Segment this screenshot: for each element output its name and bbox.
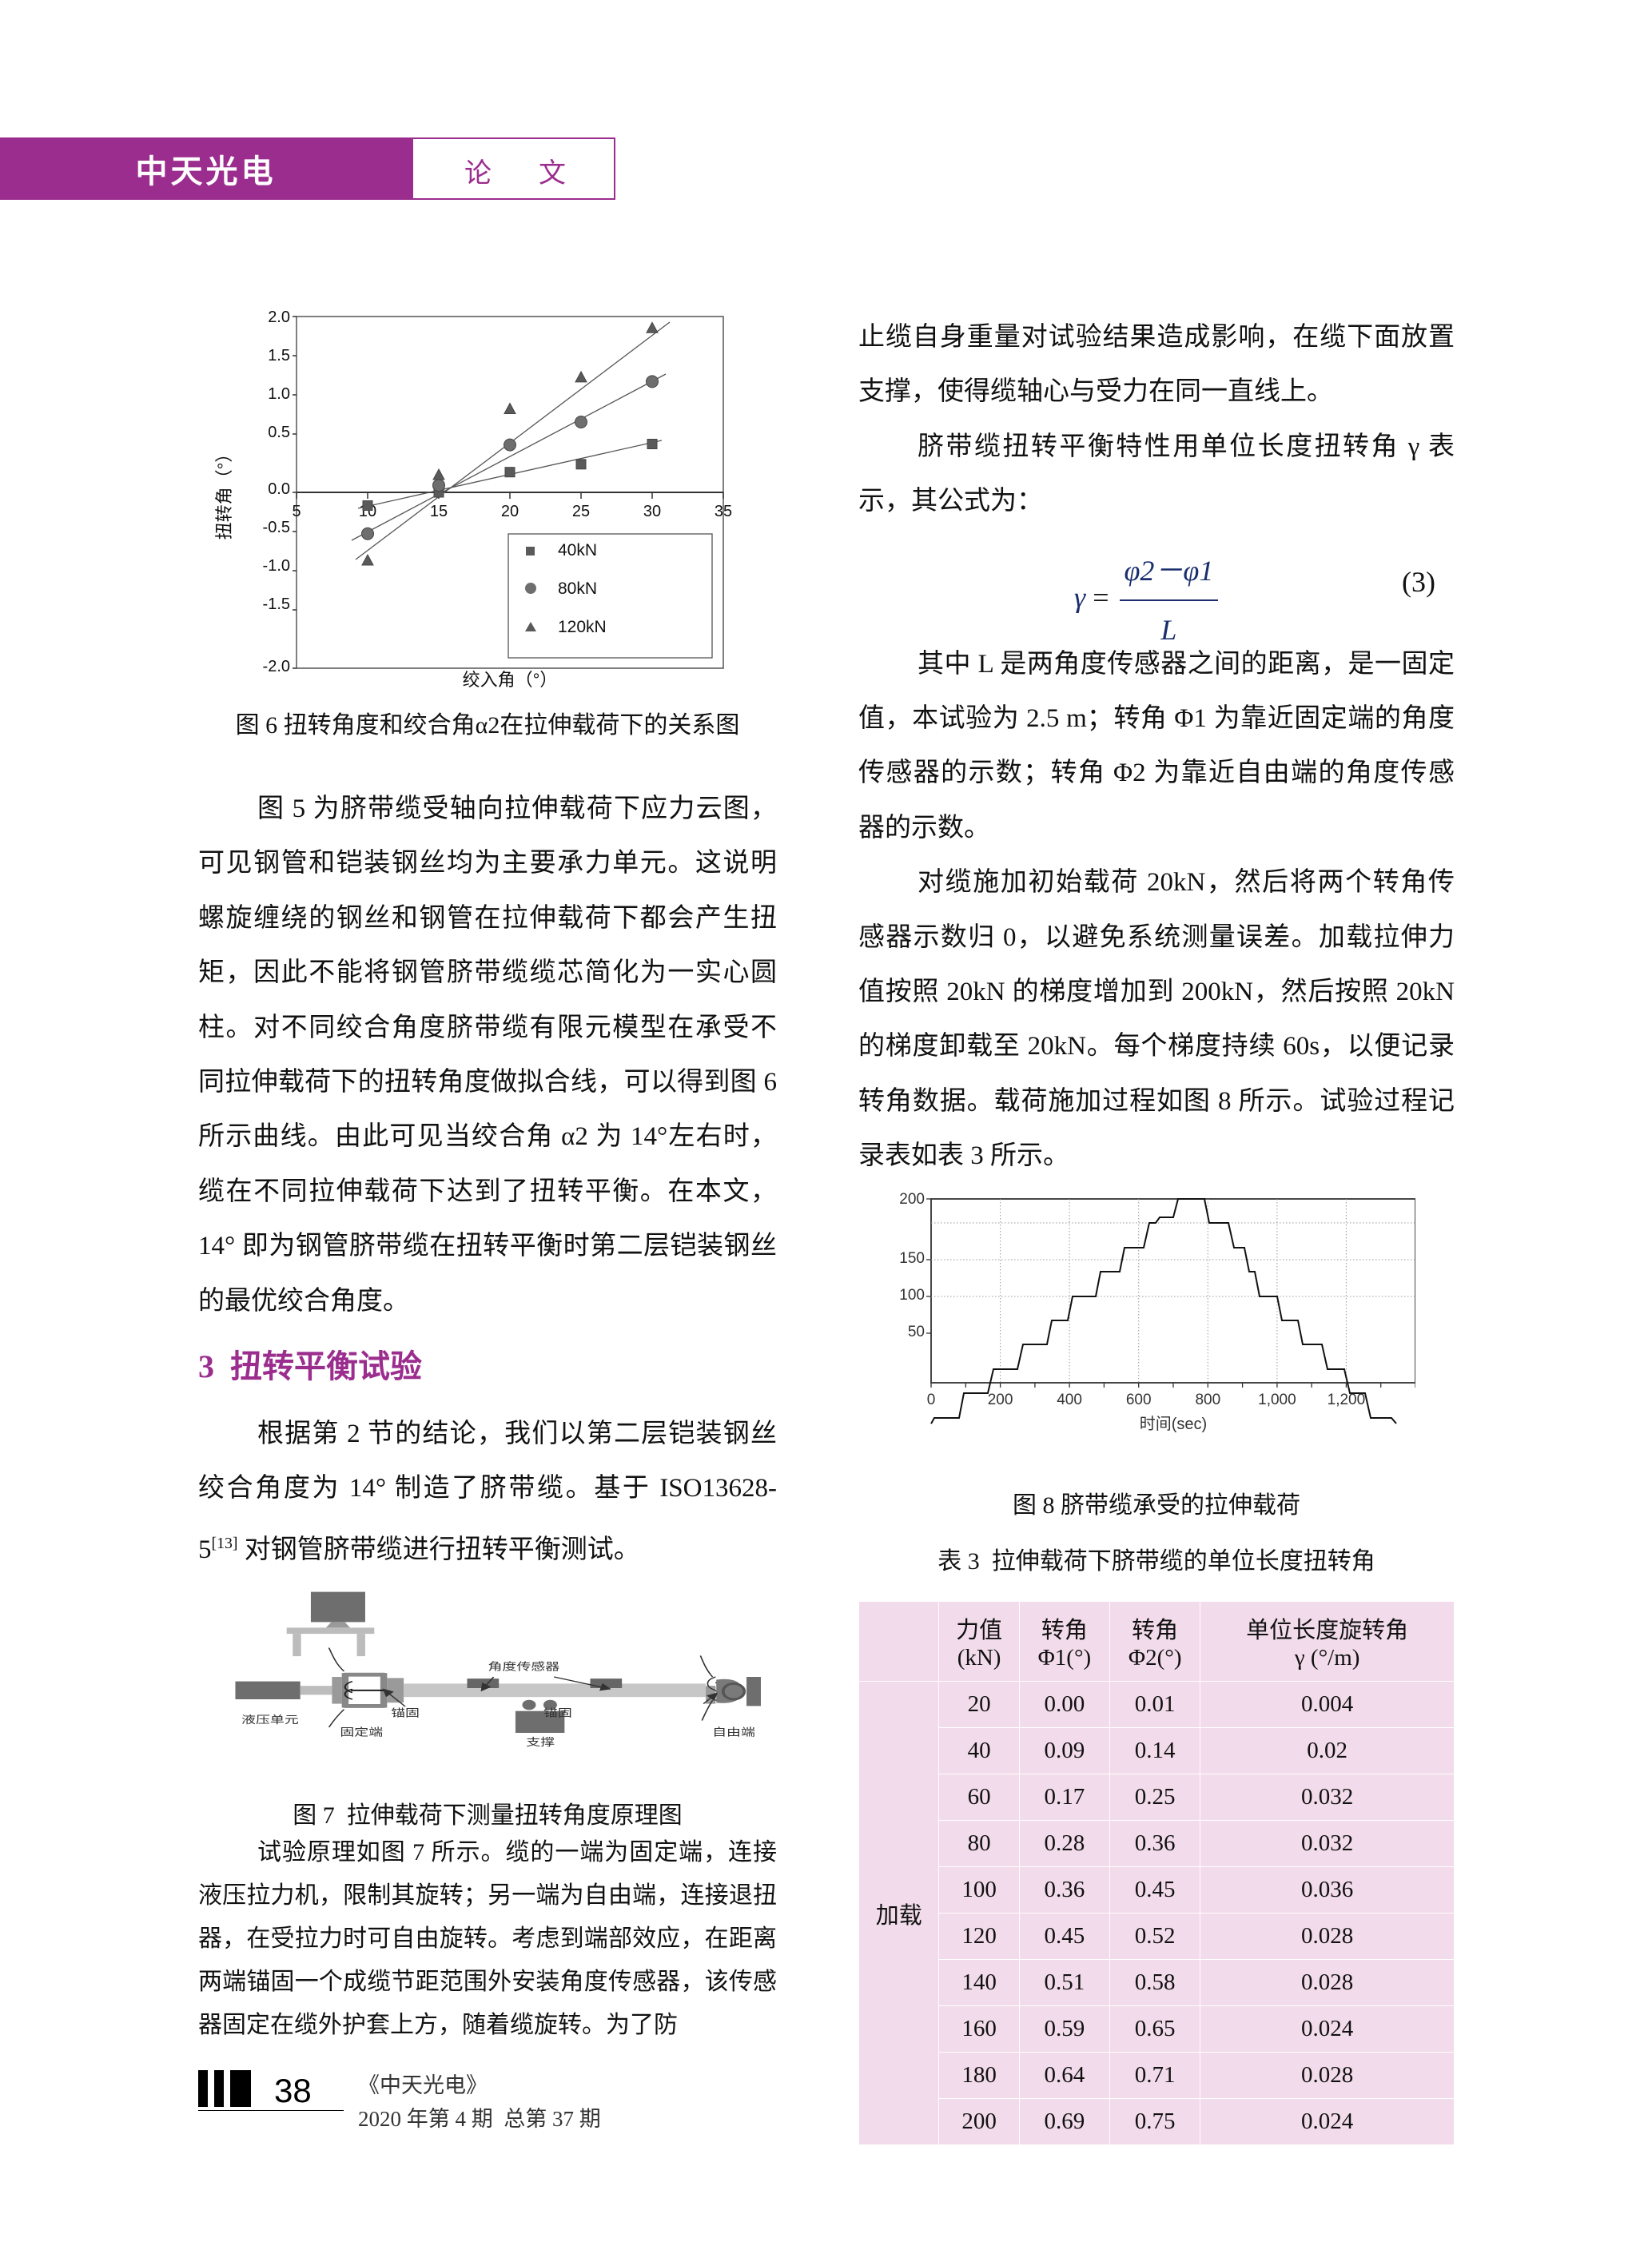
svg-text:1.0: 1.0	[268, 385, 290, 403]
svg-text:绞入角（°）: 绞入角（°）	[463, 670, 558, 690]
svg-text:自由端: 自由端	[712, 1726, 755, 1738]
svg-text:200: 200	[899, 1191, 925, 1208]
svg-text:1,000: 1,000	[1258, 1392, 1296, 1408]
svg-text:150: 150	[899, 1250, 925, 1267]
svg-text:-1.5: -1.5	[263, 595, 290, 613]
svg-text:1,200: 1,200	[1328, 1392, 1366, 1408]
svg-text:50: 50	[908, 1324, 925, 1340]
svg-text:角度传感器: 角度传感器	[488, 1661, 560, 1673]
svg-text:80kN: 80kN	[558, 579, 597, 598]
svg-text:锚固: 锚固	[543, 1707, 572, 1719]
svg-text:2.0: 2.0	[268, 310, 290, 326]
svg-text:液压单元: 液压单元	[241, 1714, 299, 1726]
svg-text:锚固: 锚固	[391, 1707, 420, 1719]
svg-text:0.0: 0.0	[268, 480, 290, 498]
svg-text:35: 35	[715, 503, 732, 520]
svg-text:-1.0: -1.0	[263, 557, 290, 575]
svg-text:1.5: 1.5	[268, 347, 290, 364]
svg-text:40kN: 40kN	[558, 541, 597, 560]
svg-text:支撑: 支撑	[526, 1736, 555, 1748]
svg-text:-2.0: -2.0	[263, 658, 290, 675]
svg-text:扭转角（°）: 扭转角（°）	[214, 445, 234, 540]
svg-text:0: 0	[927, 1392, 936, 1408]
svg-text:600: 600	[1126, 1392, 1152, 1408]
svg-text:20: 20	[501, 503, 519, 520]
svg-text:0.5: 0.5	[268, 424, 290, 441]
svg-text:-0.5: -0.5	[263, 519, 290, 536]
svg-text:400: 400	[1057, 1392, 1082, 1408]
svg-text:15: 15	[430, 503, 448, 520]
svg-text:100: 100	[899, 1287, 925, 1304]
svg-text:120kN: 120kN	[558, 618, 607, 636]
svg-text:固定端: 固定端	[340, 1726, 383, 1738]
svg-text:200: 200	[988, 1392, 1013, 1408]
svg-text:5: 5	[292, 503, 301, 520]
svg-text:800: 800	[1195, 1392, 1220, 1408]
svg-text:25: 25	[572, 503, 590, 520]
svg-text:时间(sec): 时间(sec)	[1140, 1415, 1207, 1433]
svg-text:30: 30	[643, 503, 661, 520]
